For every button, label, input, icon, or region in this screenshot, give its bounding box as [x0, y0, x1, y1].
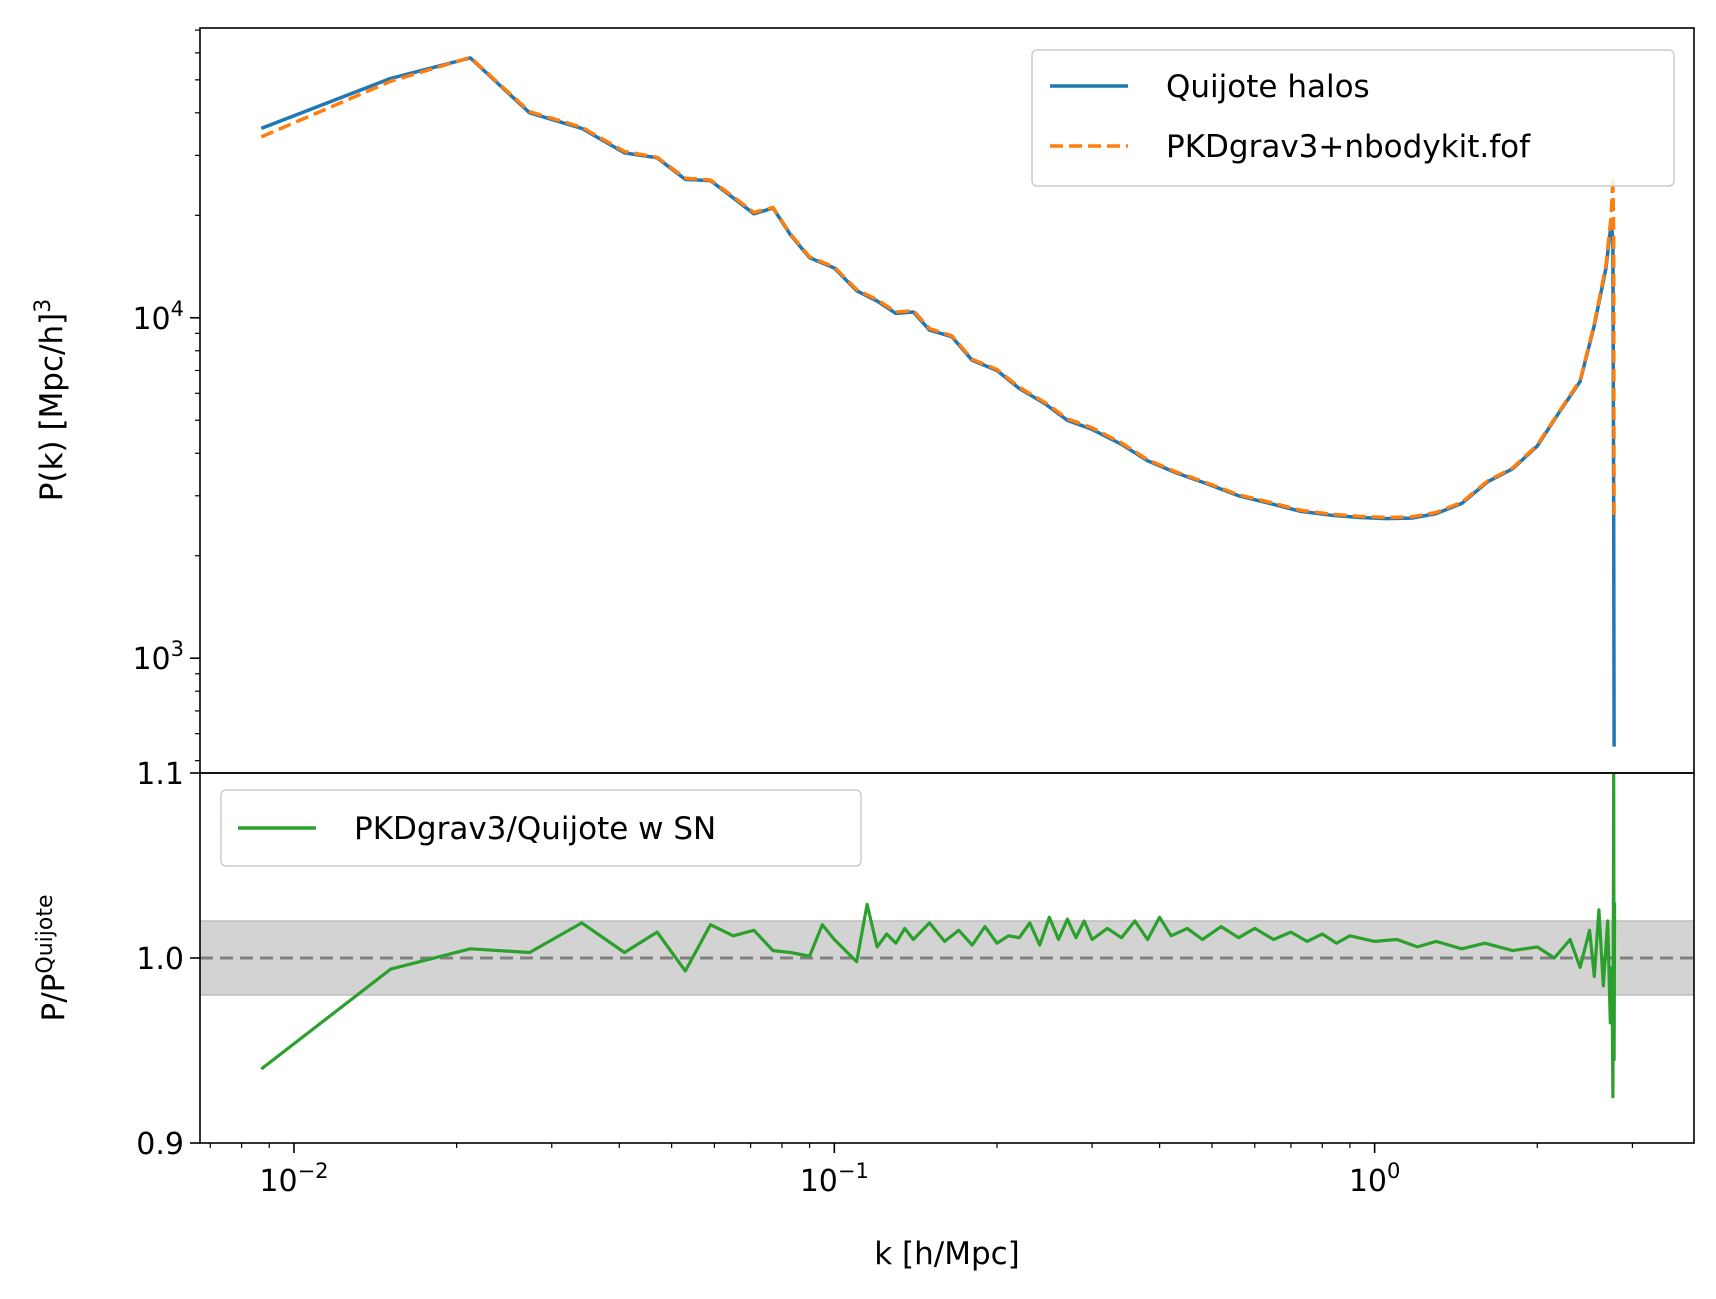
top-y-ticks: 103 104 [132, 29, 200, 762]
bottom-legend: PKDgrav3/Quijote w SN [220, 789, 862, 867]
top-series-lines [260, 55, 1616, 747]
x-tick-label: 100 [1349, 1159, 1401, 1199]
bottom-y-tick-label: 1.0 [136, 942, 184, 977]
series-line-ratio [260, 773, 1617, 1099]
x-tick-label: 10−1 [800, 1159, 869, 1199]
bottom-y-tick-label: 1.1 [136, 757, 184, 792]
bottom-series-lines [260, 773, 1617, 1099]
bottom-legend-box [220, 789, 862, 867]
bottom-axes-frame [199, 772, 1695, 1144]
top-y-tick-label: 103 [132, 637, 184, 677]
bottom-y-tick-label: 0.9 [136, 1127, 184, 1162]
x-axis-label: k [h/Mpc] [874, 1236, 1020, 1272]
top-y-tick-label: 104 [132, 297, 184, 337]
top-legend: Quijote halos PKDgrav3+nbodykit.fof [1031, 49, 1675, 187]
x-tick-label: 10−2 [259, 1159, 328, 1199]
bottom-ticks: 0.9 1.0 1.1 10−2 10−1 100 [136, 757, 1634, 1199]
bottom-panel: 0.9 1.0 1.1 10−2 10−1 100 P/PQuijote k [h/Mpc… [33, 757, 1695, 1272]
legend-label-ratio: PKDgrav3/Quijote w SN [354, 811, 716, 847]
bottom-y-axis-label: P/PQuijote [33, 895, 72, 1022]
top-panel: 103 104 P(k) [Mpc/h]3 Quijote halos PKDgr… [31, 27, 1695, 774]
legend-label-quijote-halos: Quijote halos [1166, 69, 1370, 105]
top-legend-box [1031, 49, 1675, 187]
series-line-pkdgrav3-fof [260, 55, 1616, 520]
top-y-axis-label: P(k) [Mpc/h]3 [31, 299, 70, 501]
bottom-band-and-reference [200, 920, 1694, 996]
legend-label-pkdgrav3-fof: PKDgrav3+nbodykit.fof [1166, 129, 1531, 165]
